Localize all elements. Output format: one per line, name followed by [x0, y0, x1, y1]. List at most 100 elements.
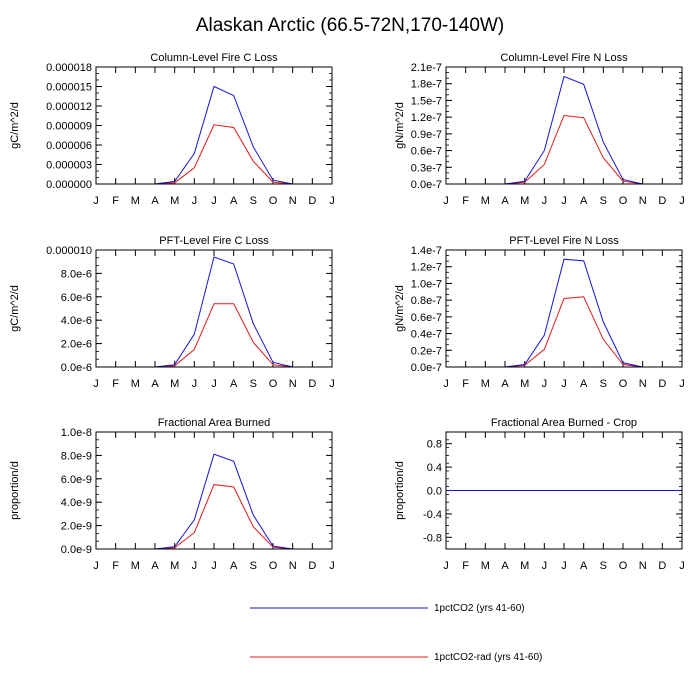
x-tick-label: F: [462, 378, 469, 390]
y-axis-label: proportion/d: [9, 461, 21, 520]
series-line-1: [446, 75, 682, 185]
y-axis-label: gN/m^2/d: [394, 285, 406, 332]
y-tick-label: 0.9e-7: [411, 129, 442, 141]
y-tick-label: 0.000018: [46, 62, 92, 74]
y-tick-label: 1.8e-7: [411, 79, 442, 91]
x-tick-label: S: [600, 560, 607, 572]
x-tick-label: A: [230, 378, 238, 390]
y-tick-label: 4.0e-6: [61, 315, 92, 327]
y-tick-label: 0.0: [427, 486, 442, 498]
y-tick-label: 0.8e-7: [411, 295, 442, 307]
y-tick-label: 0.000006: [46, 140, 92, 152]
x-tick-label: J: [211, 195, 217, 207]
x-tick-label: D: [308, 378, 316, 390]
panel-title: PFT-Level Fire C Loss: [159, 235, 269, 247]
series-line-2: [446, 114, 682, 185]
y-axis-label: gN/m^2/d: [394, 102, 406, 149]
x-tick-label: J: [329, 560, 335, 572]
plot-frame: [95, 249, 333, 368]
series-line-2: [446, 296, 682, 368]
x-tick-label: F: [462, 195, 469, 207]
plot-frame: [445, 249, 683, 368]
y-tick-label: 2.0e-9: [61, 521, 92, 533]
x-tick-label: J: [679, 195, 685, 207]
y-axis-label: gC/m^2/d: [9, 285, 21, 332]
x-tick-label: N: [639, 195, 647, 207]
y-tick-label: 1.0e-7: [411, 278, 442, 290]
y-tick-label: 0.0e-9: [61, 544, 92, 556]
x-tick-label: A: [580, 195, 588, 207]
x-tick-label: F: [462, 560, 469, 572]
x-tick-label: N: [639, 378, 647, 390]
x-tick-label: J: [443, 195, 449, 207]
x-tick-label: S: [600, 195, 607, 207]
series-line-1: [96, 453, 332, 550]
x-tick-label: D: [658, 378, 666, 390]
y-tick-label: 1.2e-7: [411, 112, 442, 124]
x-tick-label: M: [520, 378, 529, 390]
y-tick-label: 8.0e-9: [61, 450, 92, 462]
x-tick-label: J: [211, 378, 217, 390]
x-tick-label: M: [131, 560, 140, 572]
plot-frame: [445, 431, 683, 550]
series-line-1: [96, 256, 332, 368]
y-tick-label: 2.1e-7: [411, 62, 442, 74]
series-line-1: [96, 85, 332, 185]
x-tick-label: J: [679, 378, 685, 390]
x-tick-label: J: [93, 378, 99, 390]
legend: 1pctCO2 (yrs 41-60) 1pctCO2-rad (yrs 41-…: [250, 603, 542, 663]
y-tick-label: 1.4e-7: [411, 245, 442, 257]
x-tick-label: A: [501, 195, 509, 207]
x-tick-label: S: [250, 195, 257, 207]
plot-frame: [95, 66, 333, 185]
x-tick-label: N: [289, 560, 297, 572]
y-axis-label: proportion/d: [394, 461, 406, 520]
chart-panel-5: Fractional Area Burned proportion/d 0.0e-9…: [9, 417, 335, 572]
x-tick-label: J: [192, 560, 198, 572]
x-tick-label: O: [619, 195, 628, 207]
x-tick-label: M: [481, 378, 490, 390]
x-tick-label: O: [269, 195, 278, 207]
y-tick-label: 0.6e-7: [411, 146, 442, 158]
plot-frame: [445, 66, 683, 185]
y-tick-label: 1.5e-7: [411, 95, 442, 107]
y-axis-label: gC/m^2/d: [9, 102, 21, 149]
y-tick-label: 0.000010: [46, 245, 92, 257]
y-tick-label: -0.8: [423, 532, 442, 544]
x-tick-label: J: [542, 195, 548, 207]
x-tick-label: O: [269, 560, 278, 572]
x-tick-label: S: [250, 378, 257, 390]
panel-title: Column-Level Fire C Loss: [150, 52, 278, 64]
x-tick-label: J: [93, 560, 99, 572]
x-tick-label: J: [93, 195, 99, 207]
x-tick-label: J: [211, 560, 217, 572]
x-tick-label: D: [658, 195, 666, 207]
x-tick-label: D: [308, 560, 316, 572]
y-tick-label: 2.0e-6: [61, 339, 92, 351]
chart-panel-4: PFT-Level Fire N Loss gN/m^2/d 0.0e-7 0.2e-…: [394, 235, 685, 390]
x-tick-label: J: [542, 378, 548, 390]
x-tick-label: S: [600, 378, 607, 390]
x-tick-label: M: [170, 195, 179, 207]
y-tick-label: 0.0e-7: [411, 179, 442, 191]
panel-title: PFT-Level Fire N Loss: [509, 235, 619, 247]
legend-label-series2: 1pctCO2-rad (yrs 41-60): [434, 652, 542, 663]
y-tick-label: 0.2e-7: [411, 345, 442, 357]
x-tick-label: J: [679, 560, 685, 572]
y-tick-label: 4.0e-9: [61, 497, 92, 509]
x-tick-label: D: [308, 195, 316, 207]
legend-label-series1: 1pctCO2 (yrs 41-60): [434, 603, 525, 614]
x-tick-label: A: [151, 378, 159, 390]
x-tick-label: A: [230, 195, 238, 207]
x-tick-label: N: [289, 378, 297, 390]
x-tick-label: A: [151, 195, 159, 207]
panel-title: Fractional Area Burned - Crop: [491, 417, 637, 429]
y-tick-label: 0.4e-7: [411, 329, 442, 341]
y-tick-label: 6.0e-9: [61, 474, 92, 486]
series-line-2: [96, 124, 332, 185]
y-tick-label: 1.0e-8: [61, 427, 92, 439]
x-tick-label: A: [501, 560, 509, 572]
y-tick-label: 0.000015: [46, 82, 92, 94]
x-tick-label: J: [561, 378, 567, 390]
